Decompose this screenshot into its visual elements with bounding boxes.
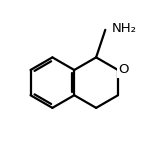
Text: NH₂: NH₂ — [112, 22, 137, 35]
Text: O: O — [119, 63, 129, 76]
